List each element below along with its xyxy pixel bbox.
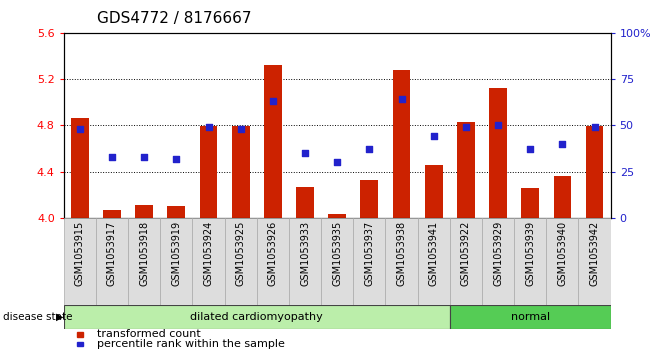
Bar <box>289 218 321 305</box>
Text: GSM1053918: GSM1053918 <box>139 220 149 286</box>
Point <box>428 134 439 139</box>
Bar <box>64 218 96 305</box>
Bar <box>450 218 482 305</box>
Text: GSM1053942: GSM1053942 <box>590 220 599 286</box>
Bar <box>128 218 160 305</box>
Point <box>203 124 214 130</box>
Text: GSM1053938: GSM1053938 <box>397 220 407 286</box>
Bar <box>321 218 353 305</box>
Bar <box>554 176 571 218</box>
Point <box>139 154 150 160</box>
Point <box>268 98 278 104</box>
Bar <box>96 218 128 305</box>
Bar <box>425 164 443 218</box>
Point <box>236 126 246 132</box>
Text: GSM1053935: GSM1053935 <box>332 220 342 286</box>
Bar <box>71 118 89 218</box>
Text: GSM1053922: GSM1053922 <box>461 220 471 286</box>
Text: dilated cardiomyopathy: dilated cardiomyopathy <box>191 312 323 322</box>
Bar <box>586 126 603 218</box>
Bar <box>521 188 539 218</box>
Bar <box>385 218 417 305</box>
Text: percentile rank within the sample: percentile rank within the sample <box>97 339 285 349</box>
Text: GSM1053940: GSM1053940 <box>558 220 568 286</box>
Bar <box>482 218 514 305</box>
Bar <box>360 180 378 218</box>
Point <box>300 150 311 156</box>
Text: GSM1053939: GSM1053939 <box>525 220 535 286</box>
Text: GSM1053941: GSM1053941 <box>429 220 439 286</box>
Bar <box>136 205 153 218</box>
Point <box>460 124 471 130</box>
Bar <box>193 218 225 305</box>
Point <box>493 122 503 128</box>
Bar <box>77 342 83 346</box>
Text: GSM1053933: GSM1053933 <box>300 220 310 286</box>
Point <box>332 159 343 165</box>
Point <box>171 156 182 162</box>
Point <box>364 146 374 152</box>
Text: ▶: ▶ <box>56 312 63 322</box>
Point <box>107 154 117 160</box>
Text: GSM1053915: GSM1053915 <box>75 220 85 286</box>
Point <box>74 126 85 132</box>
Bar <box>457 122 474 218</box>
Point <box>396 97 407 102</box>
Text: GDS4772 / 8176667: GDS4772 / 8176667 <box>97 11 252 26</box>
Text: GSM1053924: GSM1053924 <box>203 220 213 286</box>
Bar <box>64 305 450 329</box>
Text: disease state: disease state <box>3 312 73 322</box>
Text: GSM1053919: GSM1053919 <box>171 220 181 286</box>
Bar <box>546 218 578 305</box>
Bar <box>257 218 289 305</box>
Bar <box>264 65 282 218</box>
Text: GSM1053929: GSM1053929 <box>493 220 503 286</box>
Text: GSM1053917: GSM1053917 <box>107 220 117 286</box>
Text: GSM1053925: GSM1053925 <box>236 220 246 286</box>
Text: transformed count: transformed count <box>97 329 201 339</box>
Point <box>589 124 600 130</box>
Text: normal: normal <box>511 312 550 322</box>
Bar <box>160 218 193 305</box>
Point <box>525 146 535 152</box>
Bar <box>200 126 217 218</box>
Bar <box>77 332 83 337</box>
Bar <box>296 187 314 218</box>
Bar <box>578 218 611 305</box>
Bar <box>514 218 546 305</box>
Bar <box>417 218 450 305</box>
Bar <box>393 70 411 218</box>
Text: GSM1053937: GSM1053937 <box>364 220 374 286</box>
Point <box>557 141 568 147</box>
Bar <box>103 210 121 218</box>
Bar <box>231 126 250 218</box>
Text: GSM1053926: GSM1053926 <box>268 220 278 286</box>
Bar <box>489 88 507 218</box>
Bar <box>450 305 611 329</box>
Bar <box>168 206 185 218</box>
Bar <box>328 214 346 218</box>
Bar <box>225 218 257 305</box>
Bar <box>353 218 385 305</box>
